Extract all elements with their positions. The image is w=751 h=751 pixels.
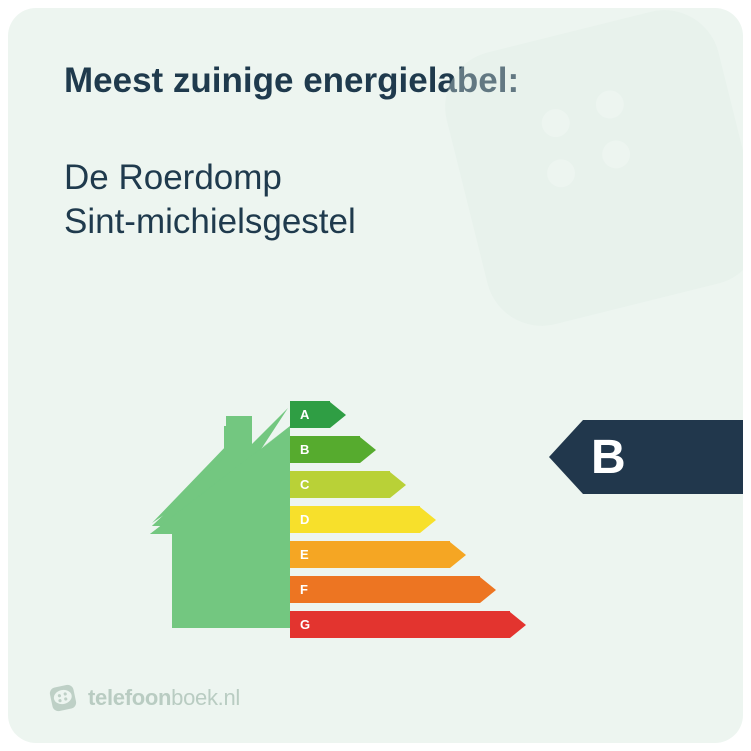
energy-bar-tip [330,402,346,428]
energy-bar-shape: B [290,436,376,463]
energy-bar-letter: A [300,407,309,422]
energy-bar-letter: B [300,442,309,457]
energy-bar-shape: D [290,506,436,533]
energy-bar-tip [420,507,436,533]
energy-bar-shape: G [290,611,526,638]
energy-bar-rect [290,611,510,638]
footer-text: telefoonboek.nl [88,685,240,711]
energy-bar-letter: E [300,547,309,562]
energy-bar-tip [480,577,496,603]
energy-bar-f: F [290,573,526,606]
energy-bar-shape: E [290,541,466,568]
energy-bar-tip [450,542,466,568]
energy-bar-rect [290,401,330,428]
energy-bar-rect [290,541,450,568]
energy-bar-a: A [290,398,526,431]
energy-bar-tip [390,472,406,498]
result-badge: B [549,420,743,494]
footer-brand-bold: telefoon [88,685,171,710]
energy-bar-e: E [290,538,526,571]
energy-bar-c: C [290,468,526,501]
energy-bar-shape: C [290,471,406,498]
result-badge-letter: B [591,430,626,485]
energy-bar-letter: G [300,617,310,632]
energy-chart: A B C D E F G B [8,368,743,648]
footer-brand-mid: boek [171,685,218,710]
energy-bar-tip [360,437,376,463]
energy-bar-rect [290,506,420,533]
energy-bar-letter: D [300,512,309,527]
energy-bar-shape: F [290,576,496,603]
phonebook-icon [48,683,78,713]
energy-bar-letter: C [300,477,309,492]
subtitle-line-2: Sint-michielsgestel [64,200,687,244]
house-shape [144,398,290,630]
result-badge-arrow [549,420,583,494]
footer-brand-tld: .nl [218,685,240,710]
energy-bar-d: D [290,503,526,536]
card-title: Meest zuinige energielabel: [64,60,687,102]
energy-bar-tip [510,612,526,638]
energy-bar-rect [290,576,480,603]
energy-bar-b: B [290,433,526,466]
energy-bar-letter: F [300,582,308,597]
footer-brand: telefoonboek.nl [48,683,240,713]
card-subtitle: De Roerdomp Sint-michielsgestel [64,156,687,244]
energy-label-card: Meest zuinige energielabel: De Roerdomp … [8,8,743,743]
energy-bar-g: G [290,608,526,641]
energy-bars: A B C D E F G [290,398,526,643]
energy-bar-shape: A [290,401,346,428]
subtitle-line-1: De Roerdomp [64,156,687,200]
result-badge-body: B [583,420,743,494]
